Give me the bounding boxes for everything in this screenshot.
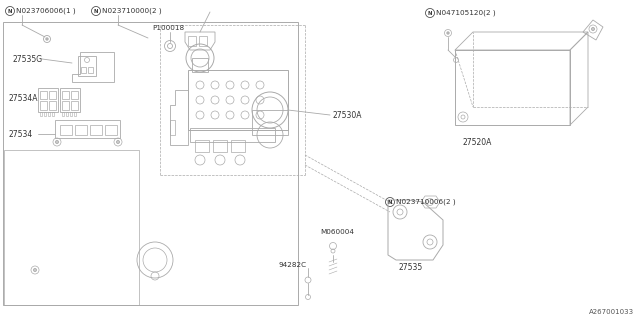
Bar <box>231 140 245 152</box>
Bar <box>455 50 570 125</box>
Bar <box>78 56 96 76</box>
Text: N: N <box>388 199 392 204</box>
Text: N023706006(1 ): N023706006(1 ) <box>16 8 76 14</box>
Circle shape <box>116 140 120 143</box>
Text: 27534A: 27534A <box>8 93 38 102</box>
Text: P100018: P100018 <box>152 25 184 31</box>
Bar <box>252 110 288 135</box>
Bar <box>90 125 102 135</box>
Bar <box>213 140 227 152</box>
Bar <box>55 120 120 138</box>
Text: 27530A: 27530A <box>332 110 362 119</box>
Text: N023710006(2 ): N023710006(2 ) <box>396 199 456 205</box>
Bar <box>44 112 46 116</box>
Bar <box>38 88 58 112</box>
Bar <box>70 112 72 116</box>
Bar <box>190 128 275 142</box>
Text: N023710000(2 ): N023710000(2 ) <box>102 8 162 14</box>
Text: 27535: 27535 <box>398 263 422 273</box>
Bar <box>60 125 72 135</box>
Bar <box>40 101 47 110</box>
Bar <box>195 140 209 152</box>
Bar <box>49 101 56 110</box>
Text: A267001033: A267001033 <box>589 309 634 315</box>
Bar <box>170 120 175 135</box>
Bar <box>48 112 50 116</box>
Text: N: N <box>93 9 99 13</box>
Bar <box>62 112 64 116</box>
Bar <box>3 22 298 305</box>
Text: M060004: M060004 <box>320 229 354 235</box>
Bar <box>71 91 78 99</box>
Circle shape <box>591 28 595 30</box>
Circle shape <box>33 268 36 271</box>
Bar <box>40 91 47 99</box>
Bar <box>188 70 288 130</box>
Bar <box>192 58 208 72</box>
Text: 27534: 27534 <box>8 130 32 139</box>
Text: N: N <box>428 11 432 15</box>
Bar <box>4 150 139 305</box>
Circle shape <box>46 38 48 40</box>
Bar <box>88 67 93 73</box>
Bar <box>71 101 78 110</box>
Text: N: N <box>8 9 12 13</box>
Bar <box>199 36 207 46</box>
Bar <box>60 88 80 112</box>
Text: N047105120(2 ): N047105120(2 ) <box>436 10 495 16</box>
Bar <box>66 112 68 116</box>
Bar <box>40 112 42 116</box>
Circle shape <box>447 32 449 34</box>
Text: 27535G: 27535G <box>12 54 42 63</box>
Bar <box>188 36 196 46</box>
Circle shape <box>56 140 58 143</box>
Bar <box>52 112 54 116</box>
Bar <box>62 101 69 110</box>
Bar <box>81 67 86 73</box>
Bar <box>105 125 117 135</box>
Bar <box>49 91 56 99</box>
Bar <box>75 125 87 135</box>
Bar <box>62 91 69 99</box>
Text: 94282C: 94282C <box>278 262 306 268</box>
Bar <box>74 112 76 116</box>
Text: 27520A: 27520A <box>462 138 492 147</box>
